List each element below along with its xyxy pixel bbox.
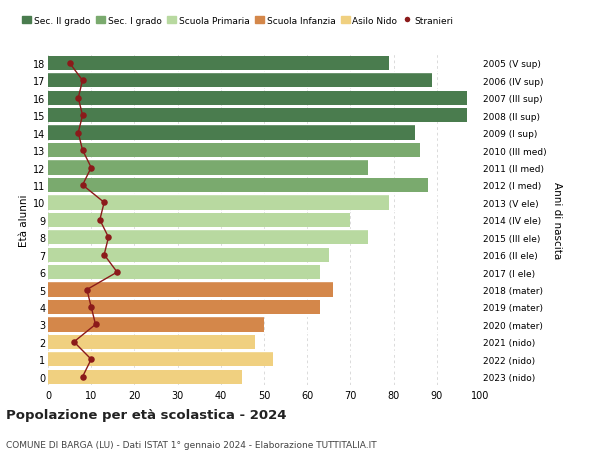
Point bbox=[78, 373, 88, 381]
Bar bbox=[48, 283, 333, 297]
Y-axis label: Età alunni: Età alunni bbox=[19, 194, 29, 246]
Bar bbox=[48, 126, 415, 140]
Y-axis label: Anni di nascita: Anni di nascita bbox=[552, 182, 562, 259]
Point bbox=[78, 78, 88, 85]
Point bbox=[100, 199, 109, 207]
Point bbox=[100, 252, 109, 259]
Bar bbox=[48, 230, 368, 245]
Legend: Sec. II grado, Sec. I grado, Scuola Primaria, Scuola Infanzia, Asilo Nido, Stran: Sec. II grado, Sec. I grado, Scuola Prim… bbox=[22, 17, 454, 26]
Point bbox=[78, 112, 88, 120]
Point bbox=[78, 182, 88, 189]
Bar bbox=[48, 179, 428, 193]
Bar bbox=[48, 335, 256, 349]
Bar bbox=[48, 109, 467, 123]
Point bbox=[78, 147, 88, 154]
Bar bbox=[48, 318, 264, 332]
Bar bbox=[48, 353, 272, 367]
Bar bbox=[48, 265, 320, 280]
Bar bbox=[48, 213, 350, 228]
Bar bbox=[48, 74, 433, 88]
Point bbox=[112, 269, 122, 276]
Text: COMUNE DI BARGA (LU) - Dati ISTAT 1° gennaio 2024 - Elaborazione TUTTITALIA.IT: COMUNE DI BARGA (LU) - Dati ISTAT 1° gen… bbox=[6, 441, 377, 449]
Point bbox=[73, 95, 83, 102]
Bar bbox=[48, 196, 389, 210]
Bar bbox=[48, 56, 389, 71]
Bar bbox=[48, 300, 320, 314]
Text: Popolazione per età scolastica - 2024: Popolazione per età scolastica - 2024 bbox=[6, 408, 287, 421]
Point bbox=[104, 234, 113, 241]
Point bbox=[82, 286, 92, 294]
Bar bbox=[48, 91, 467, 106]
Point bbox=[95, 217, 104, 224]
Point bbox=[73, 130, 83, 137]
Bar bbox=[48, 144, 419, 158]
Point bbox=[65, 60, 74, 67]
Point bbox=[69, 338, 79, 346]
Point bbox=[91, 321, 100, 328]
Bar bbox=[48, 248, 329, 262]
Bar bbox=[48, 161, 368, 175]
Point bbox=[86, 356, 96, 363]
Point bbox=[86, 303, 96, 311]
Bar bbox=[48, 370, 242, 384]
Point bbox=[86, 164, 96, 172]
